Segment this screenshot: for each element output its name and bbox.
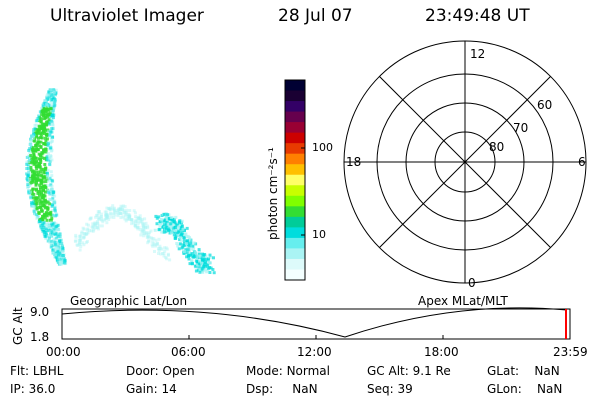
colorbar-band (285, 174, 305, 186)
time-label: 23:49:48 UT (425, 6, 530, 26)
status-gain: Gain: 14 (126, 382, 177, 396)
colorbar-band (285, 101, 305, 113)
date-label: 28 Jul 07 (278, 6, 353, 26)
mlt-label-0: 0 (468, 276, 476, 290)
status-seq: Seq: 39 (367, 382, 413, 396)
orbit-y-label: GC Alt (11, 307, 25, 345)
orbit-frame (61, 308, 571, 340)
polar-plot (343, 40, 587, 284)
orbit-altitude-curve (61, 307, 568, 338)
orbit-x-ticks (61, 335, 444, 339)
instrument-title: Ultraviolet Imager (50, 6, 204, 26)
orbit-x-tick-0600: 06:00 (171, 345, 206, 359)
colorbar-band (285, 90, 305, 102)
lat-label-80: 80 (489, 140, 505, 154)
colorbar-unit-label: photon cm⁻²s⁻¹ (266, 147, 280, 240)
colorbar-band (285, 227, 305, 239)
orbit-x-tick-1200: 12:00 (297, 345, 332, 359)
colorbar-frame (284, 79, 306, 281)
polar-diagonal-2 (379, 76, 551, 248)
status-gain-value: 14 (161, 382, 177, 396)
orbit-y-tick-9: 9.0 (30, 305, 50, 319)
status-ip-value: 36.0 (28, 382, 56, 396)
colorbar-band (285, 195, 305, 207)
status-glat-value: NaN (534, 364, 560, 378)
status-mode-value: Normal (286, 364, 330, 378)
colorbar-band (285, 143, 305, 155)
orbit-y-tick-1-8: 1.8 (30, 330, 50, 344)
orbit-x-tick-2359: 23:59 (553, 345, 588, 359)
status-dsp-value: NaN (292, 382, 318, 396)
colorbar-band (285, 132, 305, 144)
geographic-title: Geographic Lat/Lon (70, 294, 188, 308)
status-glat: GLat: NaN (487, 364, 560, 378)
colorbar-band (285, 122, 305, 134)
colorbar-band (285, 216, 305, 228)
aurora-image (25, 88, 216, 275)
mlt-label-12: 12 (470, 47, 486, 61)
lat-label-70: 70 (513, 121, 529, 135)
lat-label-60: 60 (537, 98, 553, 112)
apex-title: Apex MLat/MLT (418, 294, 508, 308)
mlt-label-6: 6 (578, 155, 586, 169)
colorbar (285, 80, 305, 281)
status-glon-value: NaN (537, 382, 563, 396)
colorbar-band (285, 206, 305, 218)
colorbar-band (285, 248, 305, 260)
orbit-x-tick-0000: 00:00 (46, 345, 81, 359)
status-ip: IP: 36.0 (10, 382, 56, 396)
colorbar-band (285, 80, 305, 92)
colorbar-band (285, 269, 305, 281)
colorbar-band (285, 258, 305, 270)
colorbar-tick-label-10: 10 (312, 228, 326, 241)
status-mode: Mode: Normal (246, 364, 330, 378)
status-gc-alt-value: 9.1 Re (412, 364, 451, 378)
status-door: Door: Open (126, 364, 195, 378)
status-door-value: Open (162, 364, 195, 378)
mlt-label-18: 18 (346, 155, 362, 169)
status-glon: GLon: NaN (487, 382, 563, 396)
status-gc-alt: GC Alt: 9.1 Re (367, 364, 451, 378)
colorbar-band (285, 237, 305, 249)
orbit-x-tick-1800: 18:00 (424, 345, 459, 359)
colorbar-band (285, 164, 305, 176)
colorbar-band (285, 153, 305, 165)
status-seq-value: 39 (397, 382, 413, 396)
status-flt-value: LBHL (32, 364, 64, 378)
colorbar-band (285, 185, 305, 197)
status-dsp: Dsp: NaN (246, 382, 318, 396)
colorbar-tick-label-100: 100 (312, 141, 333, 154)
colorbar-band (285, 111, 305, 123)
status-flt: Flt: LBHL (10, 364, 64, 378)
